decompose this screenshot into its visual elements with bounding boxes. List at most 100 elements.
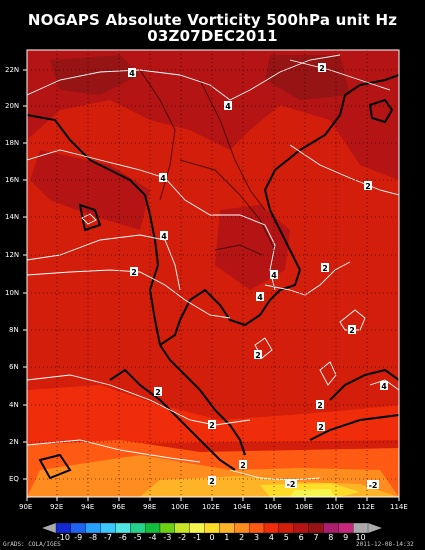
colorbar-swatch	[293, 522, 309, 534]
lat-label: 8N	[9, 326, 19, 334]
graticule	[27, 50, 399, 497]
field-darkest-ne	[265, 55, 350, 100]
field-dark-west	[30, 150, 150, 230]
colorbar-swatch	[100, 522, 116, 534]
contour-0-sw	[27, 439, 201, 463]
colorbar-tick-label: -6	[119, 533, 127, 542]
contour-label: 4	[271, 271, 277, 280]
contour-closed-4-andaman	[81, 213, 97, 225]
coastline-hainan	[368, 98, 394, 124]
colorbar-tick-label: 7	[313, 533, 318, 542]
coastline-andaman	[78, 203, 102, 232]
credit-right: 2011-12-08-14:32	[356, 541, 414, 548]
lat-label: 20N	[5, 102, 20, 110]
lat-label: 12N	[5, 251, 20, 259]
contour-value-labels: 4 4 4 2 2 2 2 2 4 4 4 2 2 2 4 2 2 2 2 -2…	[128, 63, 388, 490]
map-title: NOGAPS Absolute Vorticity 500hPa unit Hz	[27, 11, 398, 29]
border-cambodia	[214, 244, 263, 256]
contour-4-se	[264, 261, 351, 296]
colorbar-tick-label: 5	[284, 533, 289, 542]
field-dark-center	[215, 205, 290, 290]
lon-label: 94E	[81, 503, 95, 511]
credit-left: GrADS: COLA/IGES	[3, 541, 61, 548]
contour-2-west	[27, 269, 231, 319]
contour-label: 4	[225, 102, 231, 111]
colorbar-tick-label: -1	[193, 533, 201, 542]
colorbar-swatch	[219, 522, 235, 534]
lon-label: 100E	[171, 503, 189, 511]
contour-label: 2	[155, 388, 161, 397]
lon-label: 96E	[112, 503, 126, 511]
lat-label: 22N	[5, 66, 20, 74]
contour-label: -2	[287, 480, 296, 489]
colorbar-tick-label: -8	[89, 533, 97, 542]
colorbar-tick-label: -7	[104, 533, 112, 542]
contour-label: 2	[209, 421, 215, 430]
coastline-island-sw	[38, 453, 72, 480]
contour-label: 4	[129, 69, 135, 78]
colorbar-tick-label: -10	[57, 533, 70, 542]
colorbar-swatch	[144, 522, 161, 534]
plot-frame	[26, 49, 400, 498]
lat-label: 16N	[5, 176, 20, 184]
colorbar-swatch	[352, 522, 369, 534]
field-band-orange-red	[27, 385, 399, 445]
axis-ticks	[23, 69, 400, 501]
colorbar-swatch	[159, 522, 176, 534]
lon-label: 92E	[50, 503, 64, 511]
colorbar-swatch	[189, 522, 205, 534]
coastline-borneo-west	[309, 414, 399, 441]
colorbar-swatch	[115, 522, 131, 534]
contour-2-east	[289, 144, 399, 196]
contour-label: 2	[255, 351, 261, 360]
colorbar-tick-label: -2	[178, 533, 186, 542]
lon-label: 102E	[202, 503, 220, 511]
contour-label: 2	[240, 461, 246, 470]
contour-label: 2	[319, 64, 325, 73]
lon-label: 106E	[264, 503, 282, 511]
colorbar-tick-label: 10	[355, 533, 365, 542]
contour-label: 2	[131, 268, 137, 277]
colorbar-tick-label: -3	[163, 533, 171, 542]
lon-label: 90E	[19, 503, 33, 511]
border-laos-vietnam	[199, 79, 266, 211]
lat-label: 18N	[5, 139, 20, 147]
colorbar-tick-label: 2	[239, 533, 244, 542]
contour-label: 2	[318, 423, 324, 432]
colorbar-swatch	[278, 522, 294, 534]
colorbar: -10 -9 -8 -7 -6 -5 -4 -3 -2 -1 0 1 2 3 4 5 6 7 8 9 10	[42, 522, 382, 542]
lat-label: 10N	[5, 289, 20, 297]
lon-label: 108E	[295, 503, 313, 511]
contour-label: 2	[349, 326, 355, 335]
border-thailand-laos	[179, 159, 276, 251]
lat-label: 14N	[5, 213, 20, 221]
coastline-borneo-north	[329, 368, 399, 401]
contour-2-ne	[289, 59, 391, 91]
lon-label: 104E	[233, 503, 251, 511]
coastline-indochina	[159, 94, 346, 346]
lon-label: 98E	[143, 503, 157, 511]
colorbar-swatch	[85, 522, 101, 534]
colorbar-tick-label: -5	[134, 533, 142, 542]
field-darkest-nw	[50, 55, 140, 95]
field-band-lightyellow	[290, 489, 335, 497]
colorbar-swatch	[308, 522, 324, 534]
contour-label: -2	[369, 481, 378, 490]
colorbar-tick-label: -9	[74, 533, 82, 542]
coastline-china-south	[344, 74, 399, 96]
colorbar-tick-label: -4	[149, 533, 157, 542]
lon-label: 114E	[390, 503, 408, 511]
contour-label: 2	[365, 182, 371, 191]
colorbar-swatch	[338, 522, 354, 534]
lat-label: 6N	[9, 363, 19, 371]
colorbar-swatch	[55, 522, 72, 534]
colorbar-tick-label: 9	[343, 533, 348, 542]
colorbar-tick-label: 1	[224, 533, 229, 542]
contour-closed-2-a	[339, 309, 366, 331]
colorbar-tick-label: 4	[269, 533, 274, 542]
colorbar-swatch	[70, 522, 86, 534]
coastline-bay-of-bengal-east	[27, 114, 246, 456]
contour-label: 2	[317, 401, 323, 410]
colorbar-swatch	[174, 522, 190, 534]
